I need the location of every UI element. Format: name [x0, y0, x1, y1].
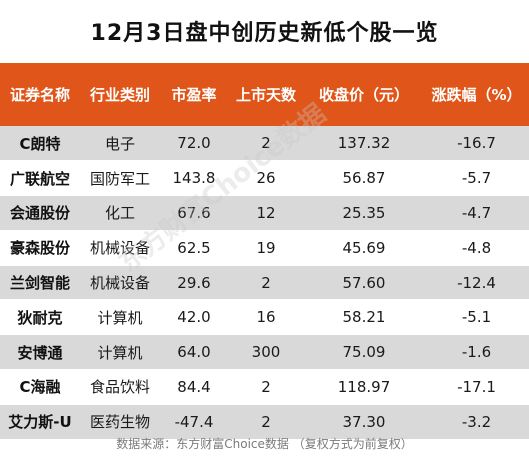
- cell-industry: 化工: [80, 195, 160, 231]
- page-title: 12月3日盘中创历史新低个股一览: [90, 21, 439, 46]
- table-row: 狄耐克 计算机 42.0 16 58.21 -5.1: [0, 299, 529, 336]
- cell-name: 狄耐克: [0, 299, 80, 336]
- cell-name: 豪森股份: [0, 230, 80, 266]
- table-row: 会通股份 化工 67.6 12 25.35 -4.7: [0, 195, 529, 231]
- cell-name: 安博通: [0, 334, 80, 371]
- cell-days: 2: [228, 265, 304, 301]
- cell-pe: 72.0: [160, 126, 228, 162]
- header-industry: 行业类别: [89, 86, 150, 104]
- cell-close: 37.30: [304, 404, 424, 440]
- header-close: 收盘价（元）: [318, 86, 409, 104]
- header-change: 涨跌幅（%）: [431, 86, 522, 104]
- cell-pe: -47.4: [160, 404, 228, 440]
- header-name: 证券名称: [9, 86, 70, 104]
- table-row: 兰剑智能 机械设备 29.6 2 57.60 -12.4: [0, 265, 529, 301]
- cell-days: 300: [228, 334, 304, 371]
- cell-days: 2: [228, 404, 304, 440]
- cell-days: 2: [228, 126, 304, 162]
- cell-change: -12.4: [424, 265, 529, 301]
- cell-change: -1.6: [424, 334, 529, 371]
- cell-change: -5.1: [424, 299, 529, 336]
- cell-days: 26: [228, 160, 304, 197]
- cell-change: -16.7: [424, 126, 529, 162]
- cell-days: 2: [228, 369, 304, 405]
- cell-change: -4.7: [424, 195, 529, 231]
- cell-pe: 29.6: [160, 265, 228, 301]
- cell-change: -17.1: [424, 369, 529, 405]
- cell-name: 广联航空: [0, 160, 80, 197]
- cell-name: C朗特: [0, 126, 80, 162]
- cell-industry: 医药生物: [80, 404, 160, 440]
- cell-close: 56.87: [304, 160, 424, 197]
- cell-industry: 机械设备: [80, 265, 160, 301]
- cell-days: 19: [228, 230, 304, 266]
- header-days: 上市天数: [235, 86, 296, 104]
- cell-name: 会通股份: [0, 195, 80, 231]
- cell-close: 45.69: [304, 230, 424, 266]
- cell-change: -4.8: [424, 230, 529, 266]
- table-row: 豪森股份 机械设备 62.5 19 45.69 -4.8: [0, 230, 529, 266]
- table-row: 艾力斯-U 医药生物 -47.4 2 37.30 -3.2: [0, 404, 529, 440]
- cell-industry: 计算机: [80, 299, 160, 336]
- cell-close: 58.21: [304, 299, 424, 336]
- stock-table: 证券名称 行业类别 市盈率 上市天数 收盘价（元） 涨跌幅（%） C朗特 电子 …: [0, 63, 529, 440]
- cell-pe: 62.5: [160, 230, 228, 266]
- cell-change: -5.7: [424, 160, 529, 197]
- cell-industry: 国防军工: [80, 160, 160, 197]
- header-pe: 市盈率: [171, 86, 217, 104]
- cell-pe: 84.4: [160, 369, 228, 405]
- table-row: 安博通 计算机 64.0 300 75.09 -1.6: [0, 334, 529, 371]
- cell-pe: 42.0: [160, 299, 228, 336]
- cell-close: 25.35: [304, 195, 424, 231]
- cell-industry: 计算机: [80, 334, 160, 371]
- table-header-row: 证券名称 行业类别 市盈率 上市天数 收盘价（元） 涨跌幅（%）: [0, 63, 529, 126]
- cell-days: 16: [228, 299, 304, 336]
- source-footnote: 数据来源：东方财富Choice数据 （复权方式为前复权）: [116, 436, 413, 451]
- cell-industry: 电子: [80, 126, 160, 162]
- table-row: C海融 食品饮料 84.4 2 118.97 -17.1: [0, 369, 529, 405]
- cell-close: 75.09: [304, 334, 424, 371]
- cell-close: 57.60: [304, 265, 424, 301]
- cell-pe: 67.6: [160, 195, 228, 231]
- table-row: 广联航空 国防军工 143.8 26 56.87 -5.7: [0, 160, 529, 197]
- cell-days: 12: [228, 195, 304, 231]
- cell-change: -3.2: [424, 404, 529, 440]
- cell-name: C海融: [0, 369, 80, 405]
- cell-close: 118.97: [304, 369, 424, 405]
- cell-name: 兰剑智能: [0, 265, 80, 301]
- cell-industry: 机械设备: [80, 230, 160, 266]
- table-row: C朗特 电子 72.0 2 137.32 -16.7: [0, 126, 529, 162]
- cell-name: 艾力斯-U: [0, 404, 80, 440]
- cell-pe: 143.8: [160, 160, 228, 197]
- cell-close: 137.32: [304, 126, 424, 162]
- cell-industry: 食品饮料: [80, 369, 160, 405]
- cell-pe: 64.0: [160, 334, 228, 371]
